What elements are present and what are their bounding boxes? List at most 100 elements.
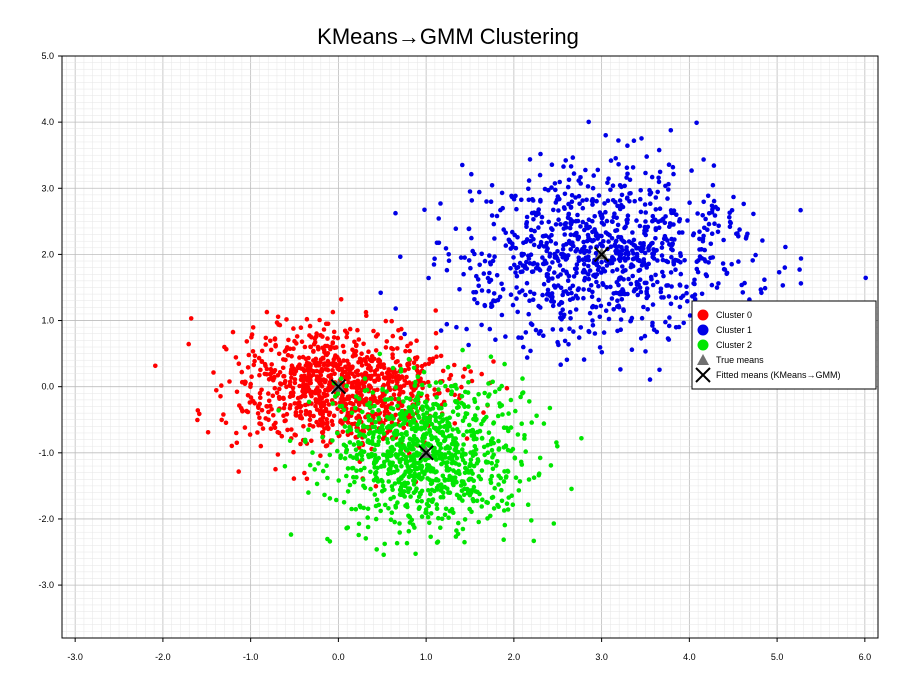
point-cluster-2 — [393, 503, 398, 509]
point-cluster-1 — [514, 206, 519, 212]
point-cluster-2 — [485, 442, 491, 448]
point-cluster-1 — [603, 133, 608, 138]
point-cluster-1 — [574, 262, 580, 267]
point-cluster-0 — [258, 443, 264, 449]
point-cluster-0 — [266, 391, 271, 396]
point-cluster-1 — [514, 273, 520, 279]
point-cluster-2 — [348, 427, 354, 433]
point-cluster-1 — [402, 331, 407, 337]
point-cluster-1 — [562, 206, 567, 211]
point-cluster-2 — [373, 516, 379, 522]
point-cluster-1 — [575, 212, 580, 218]
point-cluster-2 — [399, 447, 404, 452]
point-cluster-0 — [188, 316, 194, 321]
point-cluster-0 — [440, 368, 446, 374]
point-cluster-0 — [320, 355, 326, 361]
point-cluster-1 — [582, 250, 587, 256]
point-cluster-1 — [499, 190, 505, 196]
point-cluster-1 — [704, 273, 710, 279]
point-cluster-1 — [476, 283, 482, 289]
point-cluster-2 — [392, 432, 397, 437]
point-cluster-1 — [661, 273, 666, 279]
point-cluster-1 — [783, 244, 788, 250]
point-cluster-1 — [554, 254, 559, 259]
point-cluster-1 — [643, 225, 648, 231]
point-cluster-0 — [227, 379, 232, 384]
point-cluster-2 — [427, 427, 432, 433]
point-cluster-0 — [309, 335, 314, 340]
point-cluster-1 — [630, 165, 636, 170]
point-cluster-0 — [313, 403, 318, 409]
x-tick-label: -1.0 — [243, 652, 259, 662]
point-cluster-2 — [471, 436, 477, 442]
point-cluster-2 — [436, 387, 441, 392]
point-cluster-0 — [409, 391, 414, 397]
point-cluster-1 — [457, 287, 462, 292]
point-cluster-0 — [396, 373, 401, 379]
point-cluster-2 — [466, 364, 471, 370]
point-cluster-0 — [350, 347, 355, 353]
point-cluster-1 — [590, 318, 595, 323]
point-cluster-1 — [493, 337, 498, 343]
point-cluster-2 — [366, 418, 372, 423]
point-cluster-2 — [438, 380, 444, 385]
point-cluster-1 — [644, 291, 650, 296]
point-cluster-2 — [397, 530, 403, 535]
point-cluster-0 — [284, 317, 289, 322]
point-cluster-0 — [404, 374, 409, 380]
point-cluster-2 — [480, 497, 485, 503]
point-cluster-1 — [538, 151, 543, 157]
point-cluster-1 — [699, 291, 705, 297]
point-cluster-0 — [317, 380, 323, 386]
point-cluster-0 — [264, 372, 270, 377]
point-cluster-0 — [264, 309, 270, 315]
point-cluster-0 — [383, 345, 389, 350]
point-cluster-1 — [692, 281, 697, 287]
point-cluster-1 — [489, 183, 495, 188]
point-cluster-0 — [288, 390, 294, 396]
legend-box — [691, 300, 877, 390]
point-cluster-1 — [572, 266, 578, 272]
point-cluster-1 — [537, 267, 543, 273]
point-cluster-1 — [549, 232, 554, 238]
point-cluster-1 — [671, 262, 677, 267]
point-cluster-2 — [508, 397, 514, 403]
point-cluster-2 — [455, 531, 461, 537]
point-cluster-2 — [306, 399, 312, 405]
point-cluster-2 — [327, 452, 333, 458]
point-cluster-1 — [606, 316, 612, 322]
point-cluster-2 — [522, 436, 527, 441]
point-cluster-2 — [475, 405, 480, 411]
point-cluster-2 — [468, 457, 474, 463]
point-cluster-1 — [601, 222, 607, 227]
point-cluster-1 — [650, 213, 656, 219]
point-cluster-1 — [657, 367, 662, 373]
point-cluster-2 — [398, 369, 404, 374]
point-cluster-1 — [728, 220, 733, 226]
point-cluster-1 — [655, 258, 660, 263]
point-cluster-1 — [642, 250, 648, 256]
point-cluster-2 — [310, 450, 315, 455]
point-cluster-0 — [305, 362, 310, 368]
point-cluster-0 — [405, 343, 410, 349]
point-cluster-0 — [278, 381, 283, 386]
point-cluster-1 — [556, 258, 561, 264]
point-cluster-2 — [456, 494, 462, 499]
point-cluster-1 — [569, 218, 574, 223]
point-cluster-0 — [285, 427, 290, 433]
point-cluster-1 — [625, 143, 630, 148]
point-cluster-2 — [482, 452, 488, 458]
legend-item: Cluster 2 — [697, 339, 752, 351]
point-cluster-1 — [703, 259, 708, 264]
point-cluster-2 — [362, 465, 367, 471]
point-cluster-2 — [464, 429, 470, 434]
point-cluster-0 — [403, 348, 408, 354]
point-cluster-1 — [632, 198, 637, 204]
point-cluster-1 — [797, 267, 802, 272]
point-cluster-1 — [742, 280, 747, 286]
point-cluster-1 — [590, 197, 595, 202]
point-cluster-2 — [370, 390, 376, 395]
point-cluster-1 — [436, 216, 442, 221]
point-cluster-1 — [594, 198, 599, 204]
point-cluster-1 — [510, 229, 515, 235]
